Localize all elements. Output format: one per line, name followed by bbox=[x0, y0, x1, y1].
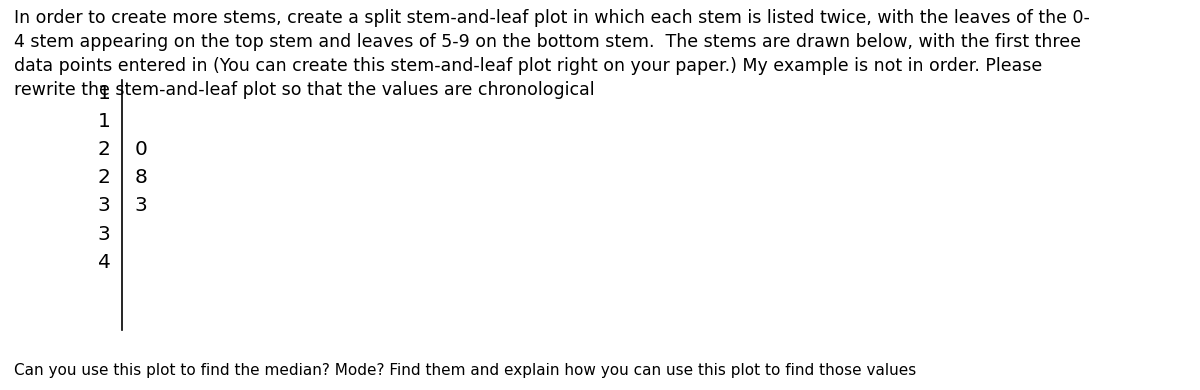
Text: 3: 3 bbox=[97, 197, 110, 215]
Text: 2: 2 bbox=[97, 168, 110, 187]
Text: 3: 3 bbox=[134, 197, 148, 215]
Text: 3: 3 bbox=[97, 225, 110, 243]
Text: In order to create more stems, create a split stem-and-leaf plot in which each s: In order to create more stems, create a … bbox=[14, 9, 1091, 99]
Text: 1: 1 bbox=[97, 112, 110, 131]
Text: Can you use this plot to find the median? Mode? Find them and explain how you ca: Can you use this plot to find the median… bbox=[14, 363, 917, 378]
Text: 8: 8 bbox=[134, 168, 148, 187]
Text: 2: 2 bbox=[97, 140, 110, 159]
Text: 4: 4 bbox=[97, 253, 110, 271]
Text: 1: 1 bbox=[97, 84, 110, 103]
Text: 0: 0 bbox=[134, 140, 148, 159]
